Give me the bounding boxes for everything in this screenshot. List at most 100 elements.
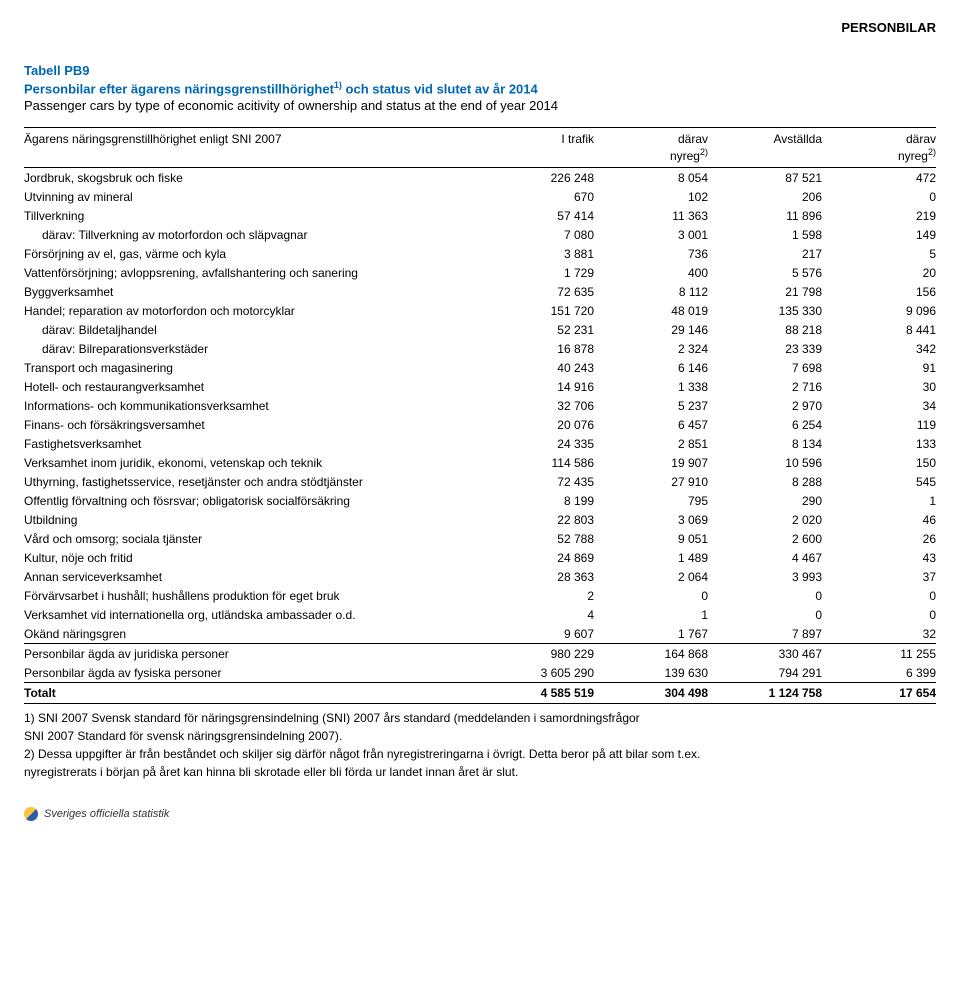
table-row: Utvinning av mineral6701022060 (24, 187, 936, 206)
data-table: Ägarens näringsgrenstillhörighet enligt … (24, 127, 936, 704)
table-row: därav: Bildetaljhandel52 23129 14688 218… (24, 320, 936, 339)
row-value: 20 (822, 263, 936, 282)
row-label: Personbilar ägda av juridiska personer (24, 644, 480, 664)
row-label: Informations- och kommunikationsverksamh… (24, 396, 480, 415)
row-label: Hotell- och restaurangverksamhet (24, 377, 480, 396)
table-row: Informations- och kommunikationsverksamh… (24, 396, 936, 415)
row-value: 0 (822, 586, 936, 605)
table-row: Handel; reparation av motorfordon och mo… (24, 301, 936, 320)
row-label: Kultur, nöje och fritid (24, 548, 480, 567)
row-value: 156 (822, 282, 936, 301)
row-value: 37 (822, 567, 936, 586)
row-value: 20 076 (480, 415, 594, 434)
row-value: 5 (822, 244, 936, 263)
row-value: 26 (822, 529, 936, 548)
row-value: 1 729 (480, 263, 594, 282)
row-value: 8 112 (594, 282, 708, 301)
row-value: 2 064 (594, 567, 708, 586)
row-value: 43 (822, 548, 936, 567)
row-label: Jordbruk, skogsbruk och fiske (24, 168, 480, 188)
row-value: 2 (480, 586, 594, 605)
row-value: 8 288 (708, 472, 822, 491)
row-value: 139 630 (594, 663, 708, 683)
col-header-avstallda: Avställda (708, 128, 822, 148)
row-value: 32 706 (480, 396, 594, 415)
table-row: Tillverkning57 41411 36311 896219 (24, 206, 936, 225)
row-value: 23 339 (708, 339, 822, 358)
row-value: 226 248 (480, 168, 594, 188)
row-value: 330 467 (708, 644, 822, 664)
row-value: 21 798 (708, 282, 822, 301)
row-value: 7 897 (708, 624, 822, 644)
row-value: 24 869 (480, 548, 594, 567)
footnote-line: SNI 2007 Standard för svensk näringsgren… (24, 728, 936, 745)
table-row: Verksamhet vid internationella org, utlä… (24, 605, 936, 624)
row-value: 114 586 (480, 453, 594, 472)
row-value: 32 (822, 624, 936, 644)
row-value: 52 231 (480, 320, 594, 339)
row-value: 1 (594, 605, 708, 624)
footnote-line: 2) Dessa uppgifter är från beståndet och… (24, 746, 936, 763)
row-value: 7 698 (708, 358, 822, 377)
row-value: 0 (822, 605, 936, 624)
row-label: Vattenförsörjning; avloppsrening, avfall… (24, 263, 480, 282)
row-value: 217 (708, 244, 822, 263)
nyreg1-text: nyreg (670, 149, 700, 163)
footer-text: Sveriges officiella statistik (44, 808, 169, 820)
row-label: Fastighetsverksamhet (24, 434, 480, 453)
table-row: därav: Tillverkning av motorfordon och s… (24, 225, 936, 244)
row-value: 9 051 (594, 529, 708, 548)
table-subtitle-en: Passenger cars by type of economic aciti… (24, 98, 936, 113)
row-value: 8 134 (708, 434, 822, 453)
row-value: 135 330 (708, 301, 822, 320)
row-label: Offentlig förvaltning och fösrsvar; obli… (24, 491, 480, 510)
row-label: Uthyrning, fastighetsservice, resetjänst… (24, 472, 480, 491)
row-value: 102 (594, 187, 708, 206)
row-label: Verksamhet vid internationella org, utlä… (24, 605, 480, 624)
row-value: 5 237 (594, 396, 708, 415)
row-value: 52 788 (480, 529, 594, 548)
row-value: 149 (822, 225, 936, 244)
row-label: därav: Bildetaljhandel (24, 320, 480, 339)
table-row: Totalt4 585 519304 4981 124 75817 654 (24, 683, 936, 704)
row-value: 19 907 (594, 453, 708, 472)
row-value: 87 521 (708, 168, 822, 188)
row-value: 40 243 (480, 358, 594, 377)
col-header-darav2: därav (822, 128, 936, 148)
row-label: Finans- och försäkringsversamhet (24, 415, 480, 434)
row-value: 150 (822, 453, 936, 472)
table-row: Vård och omsorg; sociala tjänster52 7889… (24, 529, 936, 548)
row-label: Verksamhet inom juridik, ekonomi, vetens… (24, 453, 480, 472)
row-label: Totalt (24, 683, 480, 704)
row-value: 88 218 (708, 320, 822, 339)
row-value: 72 435 (480, 472, 594, 491)
row-value: 0 (822, 187, 936, 206)
row-value: 3 993 (708, 567, 822, 586)
row-label: Byggverksamhet (24, 282, 480, 301)
row-label: Försörjning av el, gas, värme och kyla (24, 244, 480, 263)
row-label: Transport och magasinering (24, 358, 480, 377)
nyreg1-sup: 2) (700, 147, 708, 157)
col-header-nyreg1: nyreg2) (594, 147, 708, 168)
row-value: 24 335 (480, 434, 594, 453)
row-value: 3 069 (594, 510, 708, 529)
row-value: 980 229 (480, 644, 594, 664)
row-value: 119 (822, 415, 936, 434)
table-row: Utbildning22 8033 0692 02046 (24, 510, 936, 529)
row-value: 4 (480, 605, 594, 624)
row-label: därav: Bilreparationsverkstäder (24, 339, 480, 358)
table-row: Fastighetsverksamhet24 3352 8518 134133 (24, 434, 936, 453)
nyreg2-text: nyreg (898, 149, 928, 163)
row-value: 72 635 (480, 282, 594, 301)
row-value: 2 851 (594, 434, 708, 453)
subtitle-sup: 1) (334, 80, 342, 90)
table-title: Tabell PB9 (24, 63, 936, 78)
col-header-nyreg2: nyreg2) (822, 147, 936, 168)
row-value: 7 080 (480, 225, 594, 244)
table-row: Uthyrning, fastighetsservice, resetjänst… (24, 472, 936, 491)
row-value: 472 (822, 168, 936, 188)
subtitle-sv-main: Personbilar efter ägarens näringsgrensti… (24, 81, 334, 96)
row-label: Utvinning av mineral (24, 187, 480, 206)
row-value: 0 (594, 586, 708, 605)
row-value: 0 (708, 605, 822, 624)
